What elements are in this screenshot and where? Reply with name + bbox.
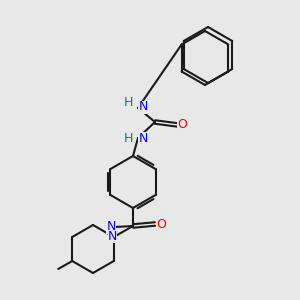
Text: N: N xyxy=(108,230,118,242)
Text: H: H xyxy=(123,131,133,145)
Text: N: N xyxy=(138,100,148,113)
Text: N: N xyxy=(106,220,116,233)
Text: O: O xyxy=(177,118,187,131)
Text: O: O xyxy=(156,218,166,230)
Text: H: H xyxy=(123,97,133,110)
Text: N: N xyxy=(138,131,148,145)
